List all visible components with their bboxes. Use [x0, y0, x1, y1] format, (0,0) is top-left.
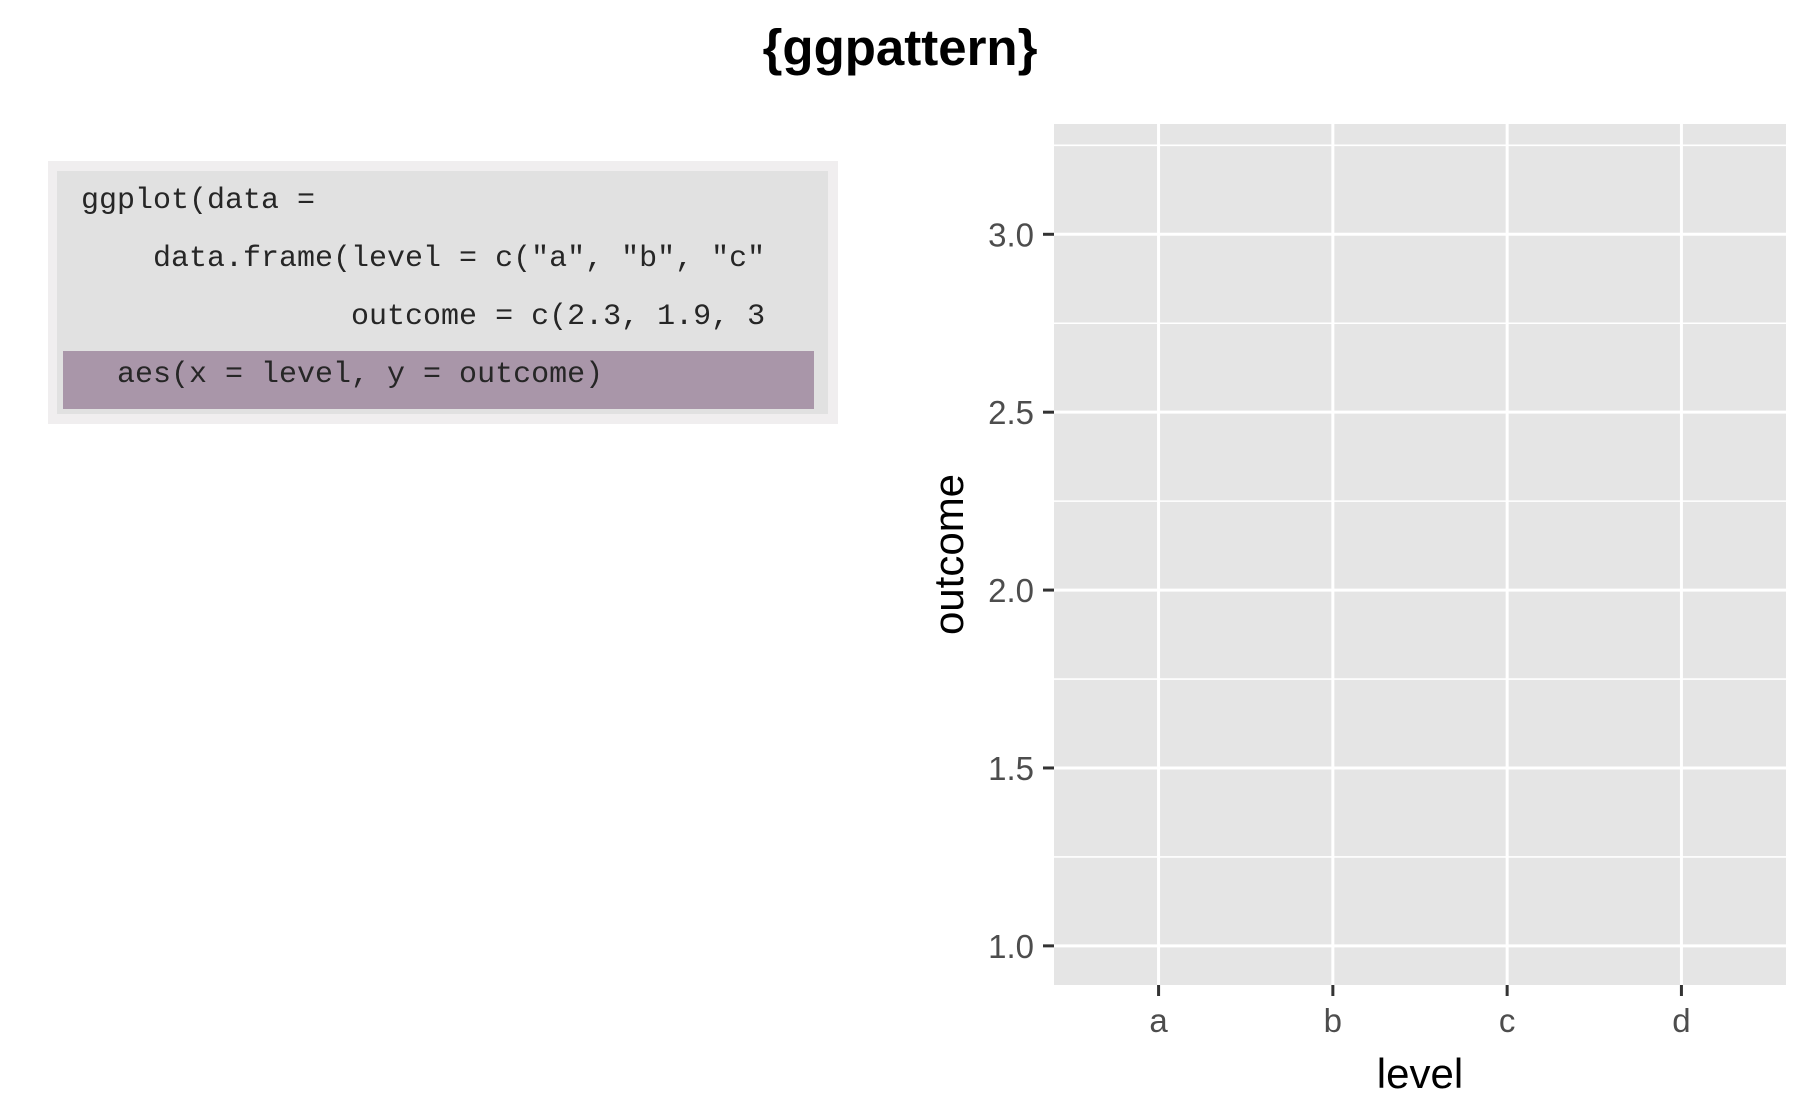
y-axis-title: outcome [925, 474, 972, 635]
y-tick-label: 2.5 [988, 394, 1034, 431]
code-line-4: aes(x = level, y = outcome) [81, 358, 604, 392]
x-tick-label: c [1499, 1002, 1516, 1039]
code-block: ggplot(data = data.frame(level = c("a", … [48, 161, 838, 424]
x-axis-title: level [1377, 1050, 1463, 1097]
x-tick-label: a [1149, 1002, 1168, 1039]
y-tick-label: 2.0 [988, 572, 1034, 609]
code-line-3: outcome = c(2.3, 1.9, 3 [81, 300, 766, 334]
plot-panel [1054, 124, 1786, 985]
y-tick-label: 1.5 [988, 750, 1034, 787]
y-tick-label: 1.0 [988, 928, 1034, 965]
x-tick-label: b [1324, 1002, 1342, 1039]
code-panel: ggplot(data = data.frame(level = c("a", … [57, 171, 828, 414]
code-highlight [63, 351, 814, 409]
x-tick-label: d [1672, 1002, 1690, 1039]
code-line-2: data.frame(level = c("a", "b", "c" [81, 242, 766, 276]
chart-title: {ggpattern} [762, 19, 1038, 76]
code-line-1: ggplot(data = [81, 184, 316, 218]
y-tick-label: 3.0 [988, 216, 1034, 253]
